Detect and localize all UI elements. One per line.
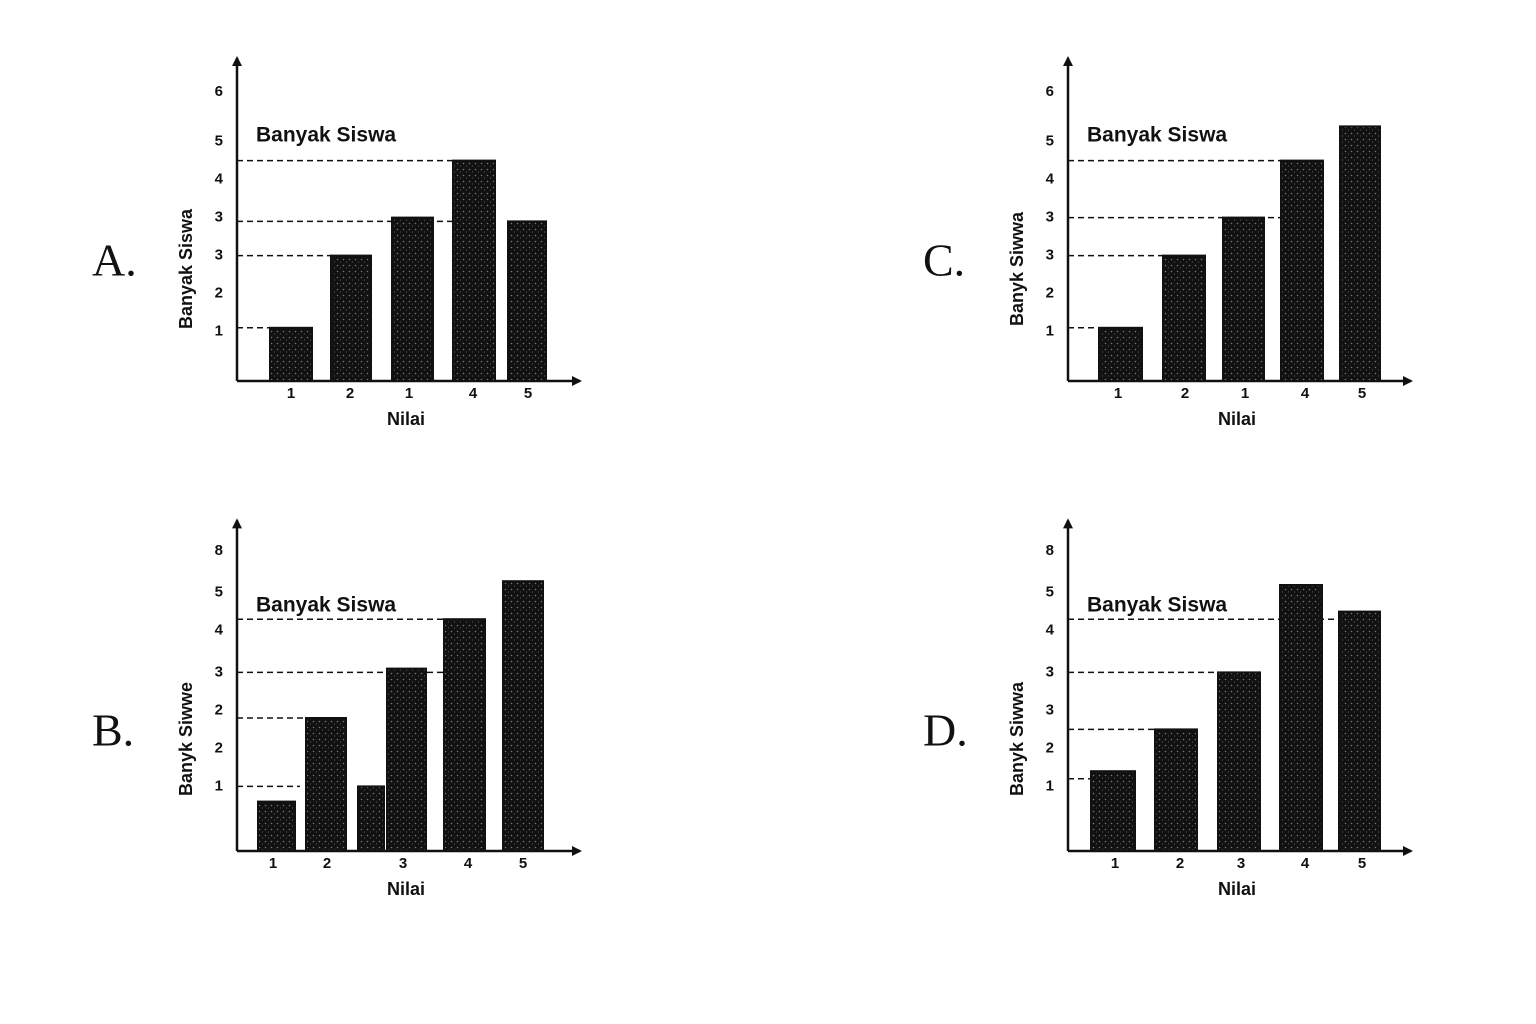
bar bbox=[330, 254, 372, 383]
x-tick-label: 4 bbox=[1301, 385, 1310, 402]
bar bbox=[502, 580, 544, 852]
bar bbox=[1217, 671, 1261, 853]
x-tick-label: 5 bbox=[519, 855, 527, 872]
bar bbox=[1280, 159, 1324, 382]
bar bbox=[1279, 584, 1323, 852]
x-tick-label: 5 bbox=[1358, 385, 1366, 402]
x-tick-label: 2 bbox=[346, 385, 354, 402]
bar bbox=[391, 216, 434, 382]
x-tick-label: 3 bbox=[1237, 855, 1245, 872]
bar bbox=[1090, 770, 1136, 853]
bar bbox=[386, 667, 427, 852]
chart-title: Banyak Siswa bbox=[256, 594, 396, 617]
y-tick-label: 3 bbox=[1046, 701, 1054, 718]
y-tick-label: 8 bbox=[1046, 542, 1054, 559]
x-tick-label: 4 bbox=[469, 385, 478, 402]
option-letter: C. bbox=[923, 235, 965, 286]
x-tick-label: 2 bbox=[323, 855, 331, 872]
y-axis-label: Banyk Siwwe bbox=[176, 682, 196, 796]
bar bbox=[305, 717, 347, 852]
x-axis-label: Nilai bbox=[387, 409, 425, 429]
y-axis-label: Banyk Siwwa bbox=[1007, 211, 1027, 326]
bar bbox=[1339, 125, 1381, 383]
bar bbox=[1338, 610, 1381, 852]
y-tick-label: 5 bbox=[215, 133, 223, 150]
y-tick-label: 3 bbox=[1046, 663, 1054, 680]
bar bbox=[1098, 326, 1143, 382]
y-tick-label: 5 bbox=[215, 584, 223, 601]
y-tick-label: 5 bbox=[1046, 584, 1054, 601]
y-tick-label: 1 bbox=[1046, 323, 1054, 340]
y-tick-label: 2 bbox=[1046, 739, 1054, 756]
chart-title: Banyak Siswa bbox=[1087, 594, 1227, 617]
y-tick-label: 3 bbox=[1046, 209, 1054, 226]
x-tick-label: 1 bbox=[287, 385, 295, 402]
y-tick-label: 6 bbox=[215, 83, 223, 100]
bar bbox=[257, 800, 296, 852]
y-tick-label: 3 bbox=[215, 663, 223, 680]
x-tick-label: 1 bbox=[1241, 385, 1249, 402]
bar bbox=[443, 618, 486, 853]
y-tick-label: 8 bbox=[215, 542, 223, 559]
bar bbox=[1222, 216, 1265, 382]
y-tick-label: 1 bbox=[1046, 777, 1054, 794]
x-tick-label: 1 bbox=[1114, 385, 1122, 402]
y-tick-label: 4 bbox=[215, 171, 224, 188]
option-letter: B. bbox=[92, 705, 134, 756]
y-axis-label: Banyk Siwwa bbox=[1007, 681, 1027, 796]
chart-title: Banyak Siswa bbox=[1087, 124, 1227, 147]
y-tick-label: 6 bbox=[1046, 83, 1054, 100]
y-tick-label: 3 bbox=[215, 247, 223, 264]
option-letter: A. bbox=[92, 235, 137, 286]
bar bbox=[1154, 728, 1198, 853]
x-tick-label: 1 bbox=[405, 385, 413, 402]
x-tick-label: 2 bbox=[1176, 855, 1184, 872]
x-tick-label: 3 bbox=[399, 855, 407, 872]
y-axis-label: Banyak Siswa bbox=[176, 208, 196, 329]
y-tick-label: 3 bbox=[215, 209, 223, 226]
x-tick-label: 5 bbox=[1358, 855, 1366, 872]
bar bbox=[1162, 254, 1206, 383]
y-tick-label: 1 bbox=[215, 777, 223, 794]
x-tick-label: 1 bbox=[269, 855, 277, 872]
bar bbox=[452, 159, 496, 382]
bar bbox=[269, 326, 313, 382]
y-tick-label: 3 bbox=[1046, 247, 1054, 264]
y-tick-label: 4 bbox=[1046, 622, 1055, 639]
y-tick-label: 2 bbox=[1046, 285, 1054, 302]
bar bbox=[507, 220, 547, 382]
y-tick-label: 2 bbox=[215, 739, 223, 756]
y-tick-label: 2 bbox=[215, 701, 223, 718]
y-tick-label: 2 bbox=[215, 285, 223, 302]
y-tick-label: 4 bbox=[215, 622, 224, 639]
y-tick-label: 4 bbox=[1046, 171, 1055, 188]
x-axis-label: Nilai bbox=[387, 879, 425, 899]
x-tick-label: 4 bbox=[1301, 855, 1310, 872]
x-tick-label: 2 bbox=[1181, 385, 1189, 402]
bar bbox=[357, 785, 385, 853]
x-axis-label: Nilai bbox=[1218, 879, 1256, 899]
x-tick-label: 1 bbox=[1111, 855, 1119, 872]
y-tick-label: 1 bbox=[215, 323, 223, 340]
option-letter: D. bbox=[923, 705, 968, 756]
x-axis-label: Nilai bbox=[1218, 409, 1256, 429]
chart-title: Banyak Siswa bbox=[256, 124, 396, 147]
x-tick-label: 4 bbox=[464, 855, 473, 872]
y-tick-label: 5 bbox=[1046, 133, 1054, 150]
x-tick-label: 5 bbox=[524, 385, 532, 402]
